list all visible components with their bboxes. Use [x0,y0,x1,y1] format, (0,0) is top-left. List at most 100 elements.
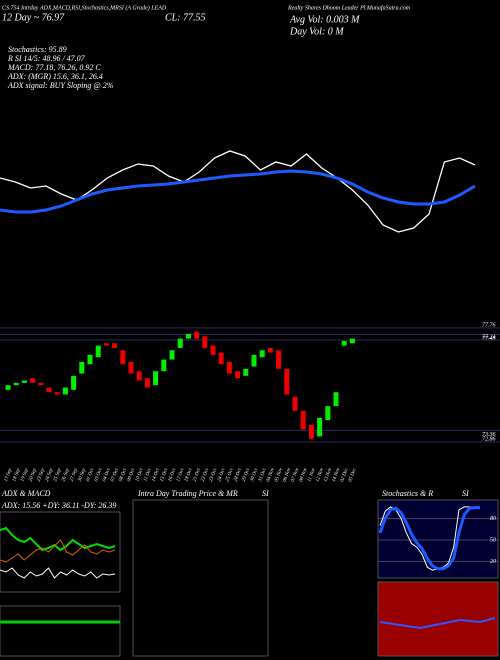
x-tick-label: 23 Oct [209,467,219,482]
candle-body [226,361,232,374]
candle-body [128,361,134,374]
candle-body [308,424,314,439]
x-tick-label: 10 Oct [135,467,145,482]
panel-subtitle: SI [462,489,469,498]
x-tick-label: 22 Oct [201,467,211,482]
line-series [0,169,476,214]
candle-body [235,371,241,379]
candle-body [292,396,298,411]
candle-body [267,347,273,353]
company: Realty Shares Dhoom Leader Pl.MunafaSutr… [287,4,411,11]
x-tick-label: 12 Nov [315,467,325,483]
x-tick-label: 23 Sep [37,468,46,483]
candle-body [276,350,282,369]
candle-body [300,410,306,430]
x-tick-label: 04 Oct [102,467,112,482]
adx-line [0,567,116,579]
candle-body [349,338,355,344]
panel [132,499,269,657]
subtitle: 12 Day ~ 76.97 [2,12,65,23]
x-tick-label: 05 Dec [348,467,358,483]
x-tick-label: 09 Oct [127,467,137,482]
candle-body [38,382,44,386]
y-tick-label: 77.76 [482,322,496,328]
avg-vol: Avg Vol: 0.003 M [289,14,360,25]
panel-subtitle: ADX: 15.56 +DY: 36.11 -DY: 26.39 [1,501,116,510]
candle-body [21,380,27,383]
title: CS.754 Intrday ADX,MACD,RSI,Stochastics,… [2,4,167,11]
candle-body [202,336,208,348]
x-tick-label: 25 Sep [53,468,62,483]
candle-body [153,371,159,386]
candle-body [120,350,126,365]
adx-line [0,526,116,552]
candle-body [79,361,85,374]
candle-body [5,385,11,390]
x-tick-label: 07 Oct [111,467,121,482]
x-tick-label: 30 Sep [78,468,87,483]
candle-body [243,368,249,376]
x-tick-label: 17 Sep [4,468,13,483]
y-tick-label: 20 [490,559,496,565]
candle-body [251,354,257,367]
candle-body [30,378,36,383]
candle-body [71,375,77,390]
x-tick-label: 29 Oct [242,467,252,482]
info-line: ADX signal: BUY Sloping @ 2% [7,81,114,90]
candle-body [333,392,339,407]
stoch-line [379,506,481,571]
x-tick-label: 13 Nov [324,467,334,483]
y-tick-label: 77.24 [482,333,496,340]
x-tick-label: 18 Sep [12,468,21,483]
x-tick-label: 26 Sep [61,468,70,483]
y-tick-label: 50 [490,537,496,543]
y-tick-label: 80 [490,516,496,522]
x-tick-label: 06 Nov [283,467,293,483]
x-tick-label: 17 Oct [176,467,186,482]
x-tick-label: 01 Oct [86,467,96,482]
x-tick-label: 15 Oct [160,467,170,482]
y-tick-label: 73.36 [482,432,496,438]
panel-title: Stochastics & R [382,489,433,498]
x-tick-label: 11 Oct [143,468,152,483]
candle-body [185,333,191,339]
candle-body [144,378,150,388]
x-tick-label: 08 Oct [119,467,129,482]
candle-body [161,359,167,372]
candle-body [177,338,183,348]
panel [0,511,121,593]
candle-body [95,345,101,358]
x-tick-label: 21 Oct [193,467,203,482]
candle-body [194,331,200,339]
panel-subtitle: SI [262,489,269,498]
candle-body [317,417,323,437]
x-tick-label: 14 Nov [332,467,342,483]
candle-body [13,382,19,386]
adx-line [0,539,116,563]
x-tick-label: 24 Sep [45,468,54,483]
info-line: MACD: 77.18, 76.26, 0.92 C [7,63,101,72]
stoch-line [378,506,480,571]
candle-body [103,343,109,346]
x-tick-label: 18 Oct [184,467,194,482]
rsi-line [379,617,496,630]
info-line: ADX: (MGR) 15.6, 36.1, 26.4 [7,72,103,81]
x-tick-label: 27 Sep [70,468,79,483]
x-tick-label: 31 Oct [258,467,268,482]
x-tick-label: 25 Oct [225,467,235,482]
panel [377,581,499,657]
x-tick-label: 28 Oct [234,467,244,482]
candle-body [87,354,93,365]
x-tick-label: 03 Oct [94,467,104,482]
x-tick-label: 07 Nov [291,467,301,483]
candle-body [54,392,60,395]
panel [377,499,499,579]
candle-body [62,387,68,395]
x-tick-label: 05 Nov [274,467,284,483]
y-tick-label: 72.86 [482,436,496,442]
panel-title: ADX & MACD [1,489,51,498]
panel-title: Intra Day Trading Price & MR [137,489,238,498]
x-tick-label: 08 Nov [299,467,309,483]
x-tick-label: 04 Nov [266,467,276,483]
y-tick-label: 77.48 [482,335,496,342]
